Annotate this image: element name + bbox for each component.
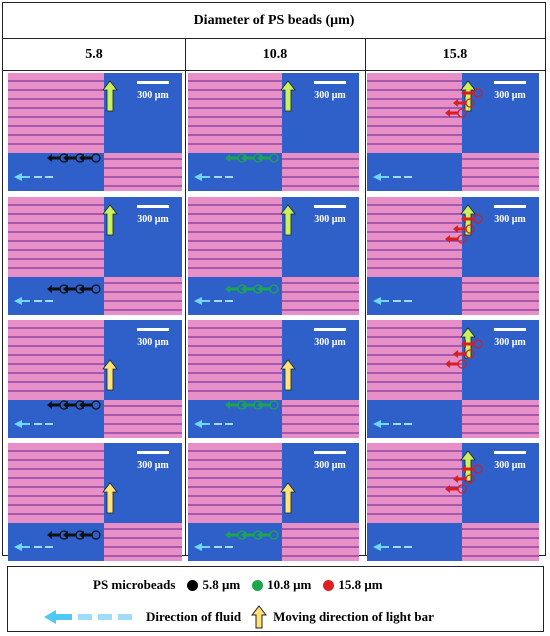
microbead-icon: [445, 484, 467, 494]
micrograph-image: 300 μm: [8, 197, 182, 315]
fluid-arrow-icon: [373, 543, 412, 551]
yellow-arrow-icon: [280, 482, 296, 514]
green-arrow-icon: [280, 80, 296, 112]
legend-item-10-8: 10.8 μm: [267, 577, 312, 592]
micrograph-image: 300 μm: [367, 73, 539, 191]
micrograph-panel: 300 μm: [367, 197, 539, 315]
yellow-arrow-icon: [102, 359, 118, 391]
scale-bar-label: 300 μm: [494, 337, 526, 348]
microbead-icon: [453, 98, 475, 108]
yellow-arrow-icon: [280, 359, 296, 391]
scale-bar-label: 300 μm: [314, 337, 346, 348]
column-header-10-8: 10.8: [185, 39, 365, 71]
legend-microbeads-label: PS microbeads: [93, 577, 176, 592]
fluid-arrow-icon: [194, 297, 233, 305]
microbead-icon: [225, 284, 247, 294]
microbead-icon: [225, 530, 247, 540]
microbead-icon: [445, 234, 467, 244]
micrograph-panel: 300 μm: [188, 320, 359, 438]
red-dot-icon: [323, 579, 335, 591]
fluid-arrow-icon: [194, 543, 233, 551]
legend-beads-row: PS microbeads 5.8 μm 10.8 μm 15.8 μm: [93, 577, 383, 593]
micrograph-panel: 300 μm: [367, 443, 539, 561]
black-dot-icon: [187, 579, 199, 591]
green-arrow-icon: [460, 450, 476, 482]
micrograph-panel: 300 μm: [367, 320, 539, 438]
micrograph-image: 300 μm: [188, 73, 359, 191]
scale-bar-label: 300 μm: [494, 460, 526, 471]
scale-bar-label: 300 μm: [314, 90, 346, 101]
legend: PS microbeads 5.8 μm 10.8 μm 15.8 μm Dir…: [7, 566, 544, 632]
microbead-icon: [461, 214, 483, 224]
microbead-icon: [47, 400, 69, 410]
micrograph-panel: 300 μm: [188, 73, 359, 191]
microbead-icon: [47, 284, 69, 294]
microbead-icon: [461, 88, 483, 98]
microbead-icon: [461, 464, 483, 474]
micrograph-image: 300 μm: [188, 320, 359, 438]
micrograph-panel: 300 μm: [8, 443, 182, 561]
microbead-icon: [461, 339, 483, 349]
micrograph-image: 300 μm: [367, 320, 539, 438]
column-header-5-8: 5.8: [3, 39, 185, 71]
fluid-arrow-icon: [14, 297, 53, 305]
green-arrow-icon: [460, 80, 476, 112]
micrograph-panel: 300 μm: [8, 197, 182, 315]
legend-lightbar-label: Moving direction of light bar: [273, 609, 434, 624]
micrograph-image: 300 μm: [367, 443, 539, 561]
microbead-icon: [453, 224, 475, 234]
fluid-arrow-icon: [373, 420, 412, 428]
scale-bar-label: 300 μm: [137, 460, 169, 471]
microbead-icon: [453, 474, 475, 484]
green-arrow-icon: [280, 204, 296, 236]
micrograph-panel: 300 μm: [188, 443, 359, 561]
yellow-arrow-icon: [251, 605, 268, 629]
microbead-icon: [225, 153, 247, 163]
fluid-arrow-icon: [373, 173, 412, 181]
microbead-icon: [225, 400, 247, 410]
scale-bar-label: 300 μm: [314, 214, 346, 225]
scale-bar-label: 300 μm: [137, 337, 169, 348]
legend-fluid-row: Direction of fluid Moving direction of l…: [42, 605, 434, 629]
legend-fluid-label: Direction of fluid: [146, 609, 242, 624]
micrograph-image: 300 μm: [367, 197, 539, 315]
green-arrow-icon: [102, 204, 118, 236]
microbead-icon: [445, 108, 467, 118]
microbead-icon: [47, 530, 69, 540]
legend-item-15-8: 15.8 μm: [338, 577, 383, 592]
column-header-15-8: 15.8: [365, 39, 545, 71]
yellow-arrow-icon: [102, 482, 118, 514]
micrograph-panel: 300 μm: [367, 73, 539, 191]
fluid-arrow-icon: [44, 610, 132, 624]
micrograph-image: 300 μm: [188, 443, 359, 561]
table-title: Diameter of PS beads (μm): [3, 3, 545, 39]
micrograph-panel: 300 μm: [8, 320, 182, 438]
microbead-icon: [453, 349, 475, 359]
column-divider: [185, 39, 186, 555]
scale-bar-label: 300 μm: [137, 214, 169, 225]
micrograph-image: 300 μm: [8, 443, 182, 561]
micrograph-panel: 300 μm: [8, 73, 182, 191]
scale-bar-label: 300 μm: [314, 460, 346, 471]
green-arrow-icon: [102, 80, 118, 112]
fluid-arrow-icon: [194, 173, 233, 181]
scale-bar-label: 300 μm: [494, 90, 526, 101]
fluid-arrow-icon: [14, 543, 53, 551]
microbead-icon: [445, 359, 467, 369]
micrograph-image: 300 μm: [188, 197, 359, 315]
micrograph-image: 300 μm: [8, 73, 182, 191]
micrograph-image: 300 μm: [8, 320, 182, 438]
scale-bar-label: 300 μm: [494, 214, 526, 225]
column-divider: [365, 39, 366, 555]
micrograph-panel: 300 μm: [188, 197, 359, 315]
legend-item-5-8: 5.8 μm: [202, 577, 241, 592]
microbead-icon: [47, 153, 69, 163]
fluid-arrow-icon: [14, 173, 53, 181]
fluid-arrow-icon: [194, 420, 233, 428]
fluid-arrow-icon: [373, 297, 412, 305]
green-dot-icon: [252, 579, 264, 591]
scale-bar-label: 300 μm: [137, 90, 169, 101]
fluid-arrow-icon: [14, 420, 53, 428]
